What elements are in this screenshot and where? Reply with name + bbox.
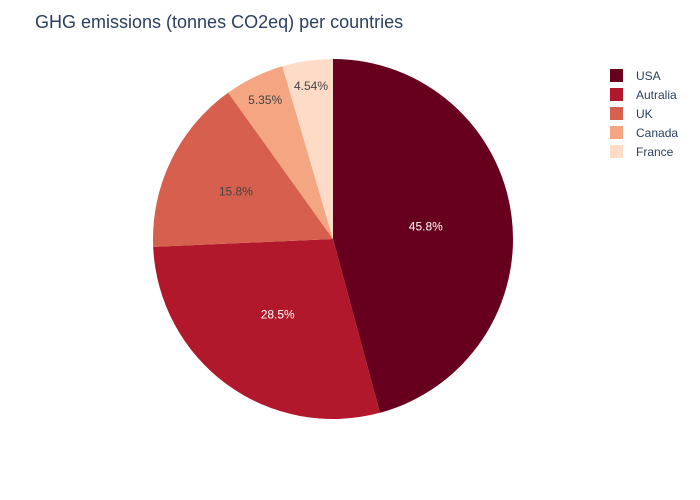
- pie-slice-uk[interactable]: [153, 92, 333, 247]
- legend-swatch-australia: [610, 88, 623, 101]
- legend-item-australia[interactable]: Autralia: [610, 85, 678, 104]
- legend-item-france[interactable]: France: [610, 142, 678, 161]
- legend-swatch-canada: [610, 126, 623, 139]
- pie-slice-usa[interactable]: [333, 59, 514, 413]
- slice-label-canada: 5.35%: [248, 93, 282, 107]
- legend-label-canada: Canada: [636, 125, 679, 140]
- slice-label-uk: 15.8%: [219, 185, 253, 199]
- chart-title: GHG emissions (tonnes CO2eq) per countri…: [35, 12, 404, 32]
- legend-label-australia: Autralia: [636, 87, 677, 102]
- legend-swatch-uk: [610, 107, 623, 120]
- legend-label-usa: USA: [636, 68, 661, 83]
- legend-item-canada[interactable]: Canada: [610, 123, 678, 142]
- legend-swatch-france: [610, 145, 623, 158]
- pie-slice-canada[interactable]: [228, 66, 333, 240]
- slice-label-australia: 28.5%: [261, 308, 295, 322]
- legend-label-france: France: [636, 144, 674, 159]
- legend-swatch-usa: [610, 69, 623, 82]
- legend: USA Autralia UK Canada France: [610, 66, 678, 161]
- legend-item-usa[interactable]: USA: [610, 66, 678, 85]
- slice-label-usa: 45.8%: [409, 220, 443, 234]
- legend-label-uk: UK: [636, 106, 653, 121]
- slice-label-france: 4.54%: [294, 79, 328, 93]
- pie-slice-france[interactable]: [282, 59, 333, 239]
- pie-slice-australia[interactable]: [153, 239, 380, 419]
- legend-item-uk[interactable]: UK: [610, 104, 678, 123]
